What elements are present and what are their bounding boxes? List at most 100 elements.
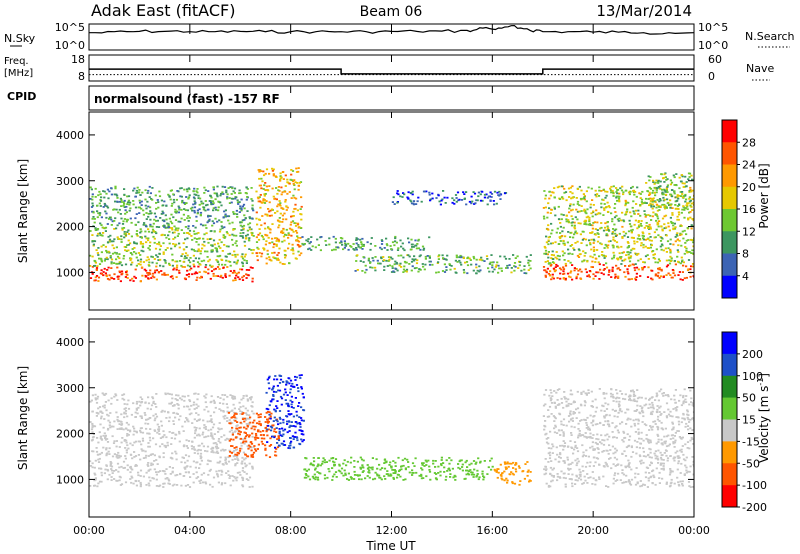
range-cell — [159, 258, 162, 261]
range-cell — [226, 232, 229, 235]
range-cell — [171, 405, 175, 407]
range-cell — [279, 175, 282, 177]
range-cell — [135, 400, 139, 403]
range-cell — [123, 193, 126, 196]
range-cell — [174, 398, 177, 400]
range-cell — [139, 258, 143, 261]
range-cell — [125, 211, 128, 214]
range-cell — [147, 205, 150, 208]
range-cell — [275, 405, 278, 407]
range-cell — [508, 462, 511, 465]
range-cell — [496, 476, 499, 479]
range-cell — [281, 263, 284, 265]
range-cell — [188, 229, 192, 232]
range-cell — [195, 461, 198, 464]
range-cell — [230, 416, 233, 419]
range-cell — [339, 237, 343, 239]
range-cell — [245, 269, 248, 271]
range-cell — [126, 218, 129, 221]
range-cell — [642, 246, 645, 249]
range-cell — [95, 267, 99, 269]
range-cell — [274, 454, 277, 457]
range-cell — [677, 218, 680, 221]
range-cell — [214, 217, 217, 220]
range-cell — [276, 257, 280, 260]
range-cell — [123, 236, 126, 239]
range-cell — [194, 428, 197, 431]
range-cell — [134, 416, 137, 418]
range-cell — [515, 462, 518, 464]
range-cell — [683, 229, 686, 232]
range-cell — [383, 459, 386, 461]
range-cell — [251, 234, 254, 236]
range-cell — [448, 264, 452, 266]
range-cell — [685, 247, 688, 250]
range-cell — [580, 391, 583, 394]
range-cell — [115, 454, 118, 456]
range-cell — [145, 269, 148, 272]
range-cell — [246, 417, 249, 420]
range-cell — [240, 221, 243, 224]
range-cell — [146, 432, 149, 435]
range-cell — [397, 254, 400, 257]
range-cell — [106, 251, 109, 254]
range-cell — [550, 208, 553, 211]
range-cell — [108, 473, 111, 476]
range-cell — [678, 271, 681, 273]
range-cell — [342, 248, 345, 251]
range-cell — [224, 274, 227, 277]
range-cell — [139, 228, 142, 231]
range-cell — [359, 238, 362, 241]
range-cell — [621, 225, 624, 228]
range-cell — [349, 476, 352, 478]
range-cell — [122, 460, 126, 463]
range-cell — [116, 399, 119, 401]
range-cell — [284, 391, 287, 394]
range-cell — [593, 239, 596, 242]
range-cell — [328, 470, 331, 473]
range-cell — [124, 235, 127, 237]
range-cell — [543, 252, 546, 255]
range-cell — [276, 438, 279, 440]
range-cell — [235, 209, 238, 212]
range-cell — [645, 182, 648, 184]
range-cell — [155, 226, 158, 228]
range-cell — [113, 278, 116, 280]
range-cell — [102, 434, 105, 437]
range-cell — [121, 227, 124, 230]
range-cell — [627, 417, 630, 420]
range-cell — [441, 198, 444, 201]
range-cell — [162, 482, 165, 485]
range-cell — [187, 394, 190, 397]
range-cell — [279, 172, 282, 175]
range-cell — [648, 226, 651, 228]
range-cell — [180, 208, 183, 211]
range-cell — [299, 237, 302, 239]
range-cell — [251, 401, 254, 404]
range-cell — [295, 414, 299, 417]
range-cell — [371, 457, 374, 459]
range-cell — [186, 237, 189, 240]
range-cell — [124, 412, 127, 415]
range-cell — [372, 478, 375, 481]
range-cell — [294, 203, 297, 206]
range-cell — [461, 463, 464, 466]
range-cell — [147, 215, 150, 218]
range-cell — [168, 416, 171, 419]
range-cell — [189, 257, 192, 259]
range-cell — [225, 189, 228, 192]
range-cell — [340, 240, 343, 243]
range-cell — [127, 399, 130, 402]
range-cell — [139, 483, 142, 486]
range-cell — [639, 442, 642, 445]
range-cell — [96, 234, 99, 237]
range-cell — [272, 256, 275, 259]
range-cell — [203, 408, 206, 411]
range-cell — [245, 192, 248, 195]
range-cell — [512, 473, 515, 476]
range-cell — [614, 426, 617, 429]
range-cell — [250, 455, 253, 458]
range-cell — [273, 428, 276, 430]
range-cell — [215, 192, 218, 195]
range-cell — [593, 249, 596, 251]
